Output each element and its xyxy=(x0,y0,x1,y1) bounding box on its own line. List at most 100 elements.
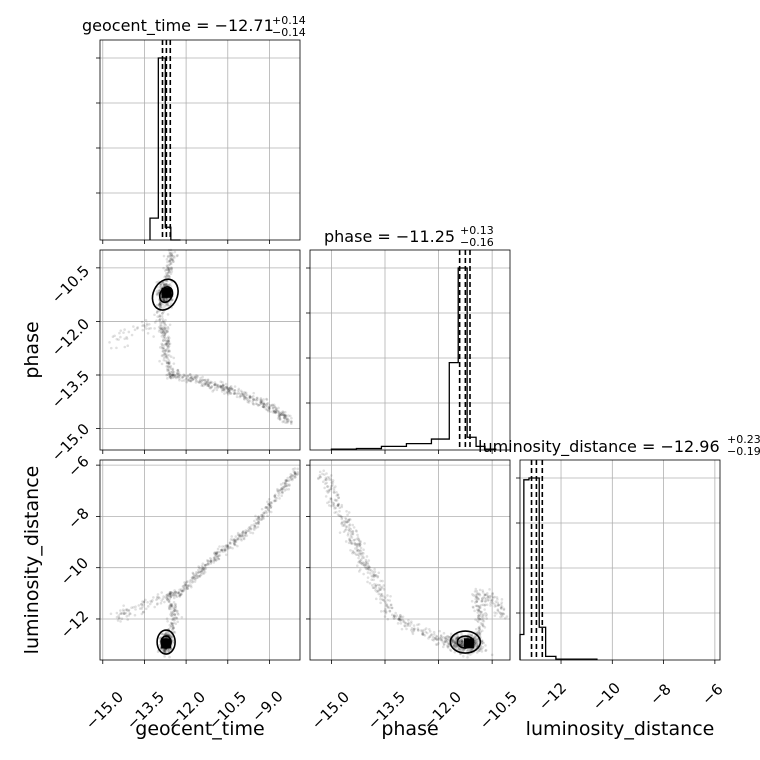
scatter-point xyxy=(175,617,179,620)
scatter-point xyxy=(219,548,223,552)
scatter-point xyxy=(122,331,125,334)
scatter-point xyxy=(325,478,328,482)
scatter-point xyxy=(165,273,169,277)
scatter-point xyxy=(256,522,259,525)
scatter-point xyxy=(170,258,174,262)
scatter-point xyxy=(164,331,168,334)
scatter-point xyxy=(268,504,272,507)
scatter-point xyxy=(346,513,349,517)
scatter-point xyxy=(187,379,191,382)
scatter-point xyxy=(217,385,221,389)
scatter-point xyxy=(351,529,355,533)
scatter-point xyxy=(260,400,264,404)
scatter-point xyxy=(253,525,257,528)
scatter-point xyxy=(493,614,497,617)
scatter-point xyxy=(292,470,296,473)
scatter-point xyxy=(412,628,415,631)
scatter-point xyxy=(168,365,172,369)
scatter-point xyxy=(416,627,420,630)
scatter-point xyxy=(167,349,170,352)
scatter-point xyxy=(158,318,161,322)
scatter-point xyxy=(347,518,351,522)
scatter-point xyxy=(377,586,381,590)
scatter-point xyxy=(501,612,505,616)
scatter-point xyxy=(347,511,351,514)
scatter-point xyxy=(170,253,174,257)
scatter-point xyxy=(158,302,162,306)
scatter-point xyxy=(233,389,237,392)
scatter-point xyxy=(125,607,129,611)
scatter-point xyxy=(185,380,189,384)
scatter-point xyxy=(185,376,189,380)
scatter-point xyxy=(478,633,482,636)
scatter-point xyxy=(189,373,192,376)
scatter-point xyxy=(392,615,395,619)
scatter-point xyxy=(347,541,351,545)
scatter-point xyxy=(371,586,375,590)
scatter-point xyxy=(317,477,320,481)
scatter-point xyxy=(458,647,461,651)
scatter-point xyxy=(111,335,115,338)
scatter-point xyxy=(164,349,167,353)
scatter-point xyxy=(207,384,211,387)
scatter-point xyxy=(251,402,255,406)
scatter-point xyxy=(222,545,226,548)
scatter-point xyxy=(244,529,248,532)
scatter-point xyxy=(163,327,166,330)
scatter-point xyxy=(164,342,167,346)
scatter-point xyxy=(168,259,172,262)
scatter-point xyxy=(395,614,399,617)
scatter-point xyxy=(330,498,333,501)
scatter-point xyxy=(169,375,172,379)
scatter-point xyxy=(478,628,481,631)
scatter-point xyxy=(189,379,193,383)
scatter-point xyxy=(349,530,353,534)
scatter-point xyxy=(260,515,264,518)
scatter-point xyxy=(234,540,237,543)
scatter-point xyxy=(348,529,351,532)
scatter-point xyxy=(158,596,161,600)
scatter-point xyxy=(227,391,230,394)
scatter-point xyxy=(397,615,401,619)
scatter-point xyxy=(248,526,252,529)
scatter-point xyxy=(164,596,167,599)
scatter-point xyxy=(212,559,216,562)
scatter-point xyxy=(393,614,396,618)
scatter-point xyxy=(480,617,483,621)
scatter-point xyxy=(210,385,214,388)
scatter-point xyxy=(157,290,161,293)
scatter-point xyxy=(198,575,202,578)
scatter-point xyxy=(447,635,450,638)
scatter-point xyxy=(480,641,484,644)
scatter-point xyxy=(273,405,276,408)
scatter-point xyxy=(204,378,208,382)
scatter-point xyxy=(163,329,167,332)
ylabel-phase: phase xyxy=(21,321,43,378)
scatter-point xyxy=(357,560,360,564)
scatter-point xyxy=(259,396,263,400)
scatter-point xyxy=(166,365,170,368)
scatter-point xyxy=(374,586,377,590)
scatter-point xyxy=(224,553,228,557)
scatter-point xyxy=(462,648,466,652)
scatter-point xyxy=(491,598,494,602)
scatter-point xyxy=(280,413,283,417)
scatter-point xyxy=(374,584,378,588)
scatter-point xyxy=(161,312,164,315)
scatter-point xyxy=(174,607,177,611)
scatter-point xyxy=(347,520,350,524)
scatter-point xyxy=(261,405,265,408)
scatter-point xyxy=(167,270,171,274)
scatter-point xyxy=(193,575,197,578)
xtick-geocent-0: −15.0 xyxy=(82,688,127,733)
scatter-point xyxy=(195,571,198,574)
scatter-point xyxy=(363,563,366,567)
scatter-point xyxy=(206,380,210,384)
scatter-point xyxy=(163,322,166,326)
scatter-point xyxy=(167,362,171,365)
scatter-point xyxy=(166,341,169,345)
scatter-point xyxy=(166,271,170,275)
scatter-point xyxy=(277,414,281,417)
scatter-point xyxy=(474,641,477,645)
scatter-point xyxy=(286,417,290,420)
